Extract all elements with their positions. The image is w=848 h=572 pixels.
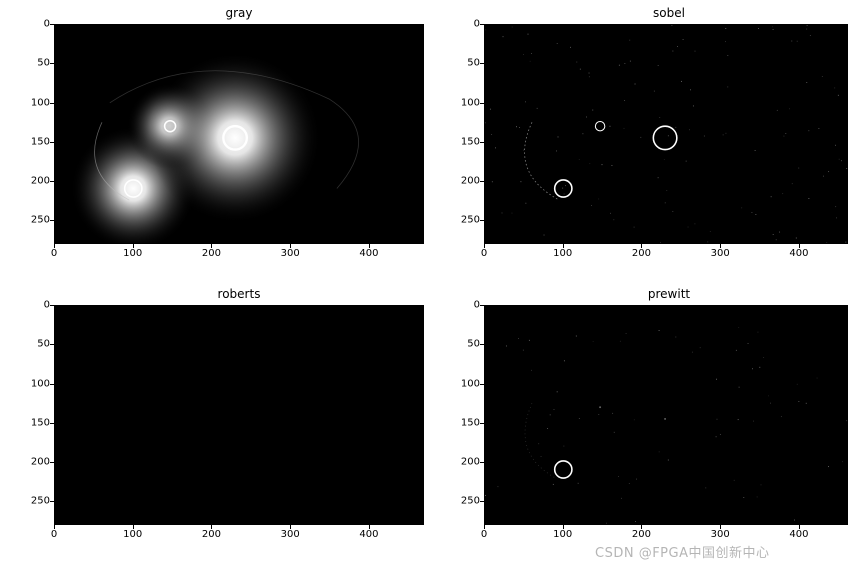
ytick-label: 150 — [31, 417, 54, 428]
ytick-label: 150 — [461, 136, 484, 147]
xtick-label: 400 — [789, 244, 808, 259]
ytick-label: 100 — [31, 97, 54, 108]
plot-svg-prewitt — [485, 306, 848, 524]
watermark-text: CSDN @FPGA中国创新中心 — [595, 542, 769, 561]
xtick-label: 0 — [481, 525, 487, 540]
ytick-label: 250 — [461, 496, 484, 507]
ytick-label: 0 — [44, 19, 54, 30]
xtick-label: 200 — [202, 525, 221, 540]
xtick-label: 100 — [123, 244, 142, 259]
ytick-label: 100 — [461, 97, 484, 108]
subplot-gray: gray0100200300400050100150200250 — [54, 24, 424, 244]
xtick-label: 300 — [281, 244, 300, 259]
ytick-label: 200 — [461, 176, 484, 187]
subplot-sobel: sobel0100200300400050100150200250 — [484, 24, 848, 244]
plot-area-sobel — [484, 24, 848, 244]
ytick-label: 250 — [31, 496, 54, 507]
ytick-label: 50 — [37, 339, 54, 350]
subplot-prewitt: prewitt0100200300400050100150200250 — [484, 305, 848, 525]
ytick-label: 50 — [467, 58, 484, 69]
xtick-label: 0 — [51, 244, 57, 259]
ytick-label: 200 — [461, 457, 484, 468]
figure: gray0100200300400050100150200250sobel010… — [0, 0, 848, 572]
xtick-label: 0 — [481, 244, 487, 259]
ytick-label: 0 — [474, 300, 484, 311]
ytick-label: 200 — [31, 457, 54, 468]
xtick-label: 400 — [359, 244, 378, 259]
xtick-label: 100 — [123, 525, 142, 540]
ytick-label: 0 — [44, 300, 54, 311]
xtick-label: 0 — [51, 525, 57, 540]
xtick-label: 400 — [359, 525, 378, 540]
plot-area-gray — [54, 24, 424, 244]
ytick-label: 100 — [461, 378, 484, 389]
plot-area-prewitt — [484, 305, 848, 525]
xtick-label: 300 — [281, 525, 300, 540]
xtick-label: 100 — [553, 244, 572, 259]
subplot-title-sobel: sobel — [484, 6, 848, 20]
ytick-label: 250 — [31, 215, 54, 226]
subplot-title-prewitt: prewitt — [484, 287, 848, 301]
ytick-label: 250 — [461, 215, 484, 226]
ytick-label: 100 — [31, 378, 54, 389]
xtick-label: 400 — [789, 525, 808, 540]
xtick-label: 300 — [711, 525, 730, 540]
ytick-label: 150 — [461, 417, 484, 428]
plot-svg-roberts — [55, 306, 423, 524]
xtick-label: 200 — [202, 244, 221, 259]
xtick-label: 200 — [632, 525, 651, 540]
ytick-label: 50 — [37, 58, 54, 69]
subplot-title-roberts: roberts — [54, 287, 424, 301]
xtick-label: 100 — [553, 525, 572, 540]
plot-area-roberts — [54, 305, 424, 525]
subplot-roberts: roberts0100200300400050100150200250 — [54, 305, 424, 525]
plot-svg-gray — [55, 25, 423, 243]
xtick-label: 300 — [711, 244, 730, 259]
ytick-label: 150 — [31, 136, 54, 147]
xtick-label: 200 — [632, 244, 651, 259]
subplot-title-gray: gray — [54, 6, 424, 20]
ytick-label: 50 — [467, 339, 484, 350]
ytick-label: 0 — [474, 19, 484, 30]
ytick-label: 200 — [31, 176, 54, 187]
plot-svg-sobel — [485, 25, 848, 243]
watermark-label: CSDN @FPGA中国创新中心 — [595, 546, 769, 561]
